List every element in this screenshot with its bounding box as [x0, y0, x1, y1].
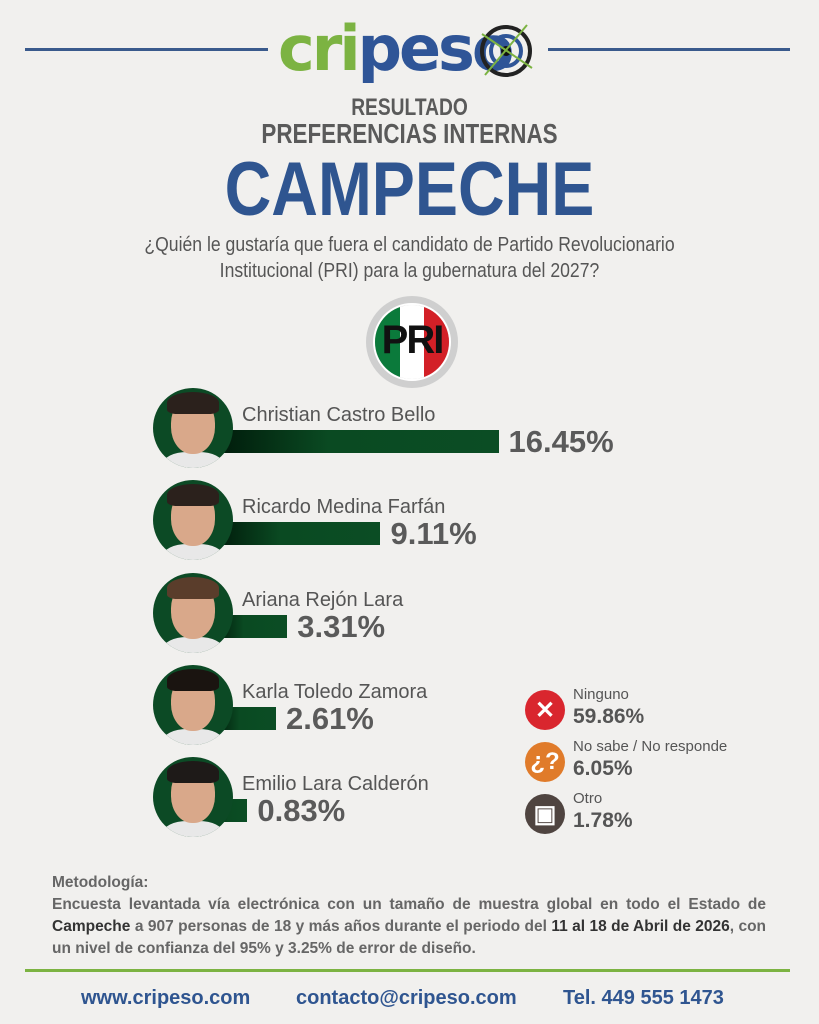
survey-question: ¿Quién le gustaría que fuera el candidat…: [144, 234, 675, 282]
x-icon: ✕: [525, 690, 565, 730]
methodology: Metodología: Encuesta levantada vía elec…: [52, 874, 767, 957]
bar: [215, 430, 499, 453]
candidate-name: Karla Toledo Zamora: [242, 680, 428, 703]
other-label: No sabe / No responde: [573, 738, 728, 755]
candidate-photo: [153, 757, 233, 838]
target-icon: [480, 24, 533, 77]
candidate-name: Ariana Rejón Lara: [242, 588, 404, 611]
candidate-photo: [153, 480, 233, 561]
candidate-photo: [153, 664, 233, 745]
result-label: RESULTADO: [351, 94, 468, 121]
candidate-photo: [153, 388, 233, 468]
website-link[interactable]: www.cripeso.com: [81, 987, 251, 1009]
data-label: 0.83%: [257, 793, 346, 829]
data-label: 16.45%: [508, 424, 614, 459]
subtitle: PREFERENCIAS INTERNAS: [261, 118, 558, 149]
header-rule-left: [25, 48, 268, 51]
footer-divider: [25, 969, 790, 972]
candidate-photo: [153, 572, 233, 653]
ballot-icon: ▣: [525, 794, 565, 834]
other-label: Otro: [573, 790, 603, 807]
bar: [215, 614, 288, 638]
other-value: 1.78%: [573, 809, 633, 832]
data-label: 2.61%: [285, 700, 374, 736]
pri-logo: PRI: [366, 296, 458, 388]
bar: [215, 522, 381, 546]
other-value: 6.05%: [573, 757, 633, 780]
cripeso-logo: cripeso: [278, 12, 515, 85]
data-label: 3.31%: [297, 608, 386, 644]
data-label: 9.11%: [390, 516, 477, 552]
page-title: CAMPECHE: [224, 147, 595, 232]
email-link[interactable]: contacto@cripeso.com: [296, 987, 517, 1009]
header-rule-right: [548, 48, 790, 51]
candidate-name: Ricardo Medina Farfán: [242, 496, 446, 519]
other-value: 59.86%: [573, 705, 645, 728]
other-label: Ninguno: [573, 686, 629, 703]
phone-number: Tel. 449 555 1473: [563, 987, 724, 1009]
question-icon: ¿?: [525, 742, 565, 782]
candidate-name: Emilio Lara Calderón: [242, 773, 429, 796]
candidate-name: Christian Castro Bello: [242, 404, 436, 426]
